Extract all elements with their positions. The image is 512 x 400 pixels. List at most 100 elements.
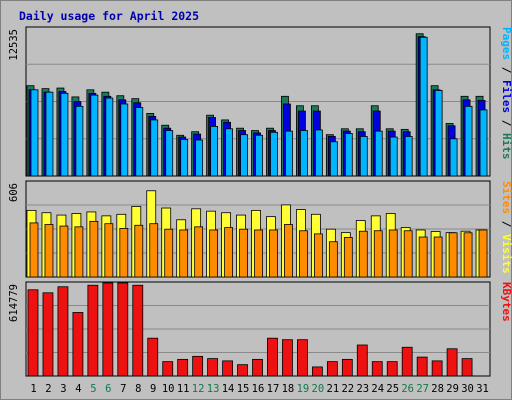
kbytes-bar [147,337,159,377]
sites-bar [104,223,114,278]
legend-part: Pages [500,27,512,60]
pages-bar [135,107,144,177]
pages-bar [329,141,338,177]
x-tick-label: 15 [237,383,250,395]
kbytes-bar [461,358,473,377]
pages-bar [449,138,458,177]
sites-bar [299,230,308,278]
sites-bar [164,228,174,278]
ytick-hits: 12535 [8,29,20,61]
pages-bar [120,103,129,177]
kbytes-bar [42,292,54,377]
x-tick-label: 20 [312,383,325,395]
pages-bar [180,138,189,177]
sites-bar [74,226,84,278]
sites-bar [418,236,428,278]
x-tick-label: 13 [207,383,220,395]
kbytes-bar [401,346,413,377]
sites-bar [403,230,413,278]
x-tick-label: 3 [60,383,66,395]
pages-bar [240,134,248,177]
kbytes-bar [282,339,293,377]
pages-bar [165,130,174,177]
pages-bar [270,131,278,177]
pages-bar [479,109,488,177]
kbytes-bar [27,289,39,377]
kbytes-bar [267,337,278,377]
kbytes-bar [386,361,398,377]
sites-bar [134,224,144,278]
x-tick-label: 29 [446,383,459,395]
legend-panel3: KBytes [500,282,512,322]
sites-bar [284,224,293,278]
legend-panel2: Sites / Visits [500,181,512,274]
kbytes-bar [87,284,99,377]
x-tick-label: 25 [386,383,399,395]
sites-bar [239,228,248,278]
sites-bar [269,229,278,278]
kbytes-bar [177,358,189,377]
pages-bar [314,129,323,177]
x-tick-label: 23 [356,383,369,395]
pages-bar [90,94,99,177]
kbytes-bar [416,356,428,377]
kbytes-bar [252,358,263,377]
pages-bar [210,126,219,177]
legend-part: Hits [500,133,512,160]
pages-bar [105,97,114,177]
pages-bar [374,130,383,177]
sites-bar [149,223,159,278]
sites-bar [388,229,398,278]
legend-part: Sites [500,181,512,214]
sites-bar [448,232,458,278]
x-tick-label: 30 [461,383,474,395]
pages-bar [150,119,159,177]
kbytes-bar [311,366,323,377]
legend-part: Visits [500,234,512,274]
kbytes-bar [57,286,69,377]
pages-bar [75,105,84,177]
kbytes-bar [297,339,308,377]
x-tick-label: 27 [416,383,429,395]
sites-bar [209,229,219,278]
kbytes-bar [117,282,129,377]
sites-bar [224,227,233,278]
legend-part: / [500,60,512,80]
kbytes-bar [341,358,353,377]
legend-part: KBytes [500,282,512,322]
kbytes-bar [446,348,458,377]
sites-bar [254,229,263,278]
sites-bar [313,233,323,278]
x-tick-label: 16 [252,383,265,395]
kbytes-bar [192,355,204,377]
pages-bar [30,89,39,177]
kbytes-bar [371,361,383,377]
x-tick-label: 10 [162,383,175,395]
ytick-visits: 606 [8,183,20,202]
x-tick-label: 1 [30,383,36,395]
pages-bar [404,136,413,177]
legend-part: Files [500,80,512,113]
kbytes-bar [132,284,144,377]
pages-bar [45,91,54,177]
sites-bar [179,229,189,278]
pages-bar [419,36,428,177]
kbytes-bar [431,360,443,377]
x-tick-label: 26 [401,383,414,395]
x-tick-label: 21 [327,383,340,395]
sites-bar [463,232,473,278]
kbytes-bar [326,361,338,377]
pages-bar [285,130,293,177]
x-tick-label: 31 [476,383,489,395]
x-tick-label: 6 [105,383,111,395]
legend-part: / [500,113,512,133]
x-tick-label: 12 [192,383,205,395]
kbytes-bar [207,358,219,377]
chart-title: Daily usage for April 2025 [19,9,200,23]
pages-bar [389,136,398,177]
x-tick-label: 14 [222,383,235,395]
sites-bar [358,230,368,278]
x-tick-label: 18 [282,383,295,395]
x-tick-label: 2 [45,383,51,395]
